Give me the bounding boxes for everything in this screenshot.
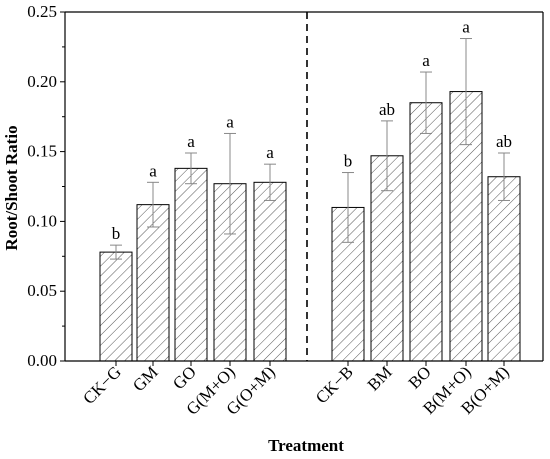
bar-5 [253,181,287,362]
bar-1 [99,251,133,362]
significance-label-6: b [344,152,353,171]
y-tick-label-5: 0.20 [27,72,57,91]
x-tick-label-1: CK−G [79,362,125,408]
significance-label-7: ab [379,100,395,119]
x-tick-label-6: CK−B [312,362,357,407]
bar-8 [409,102,443,362]
significance-label-4: a [226,112,234,131]
significance-label-2: a [149,161,157,180]
y-axis-title: Root/Shoot Ratio [2,125,21,250]
y-tick-label-1: 0.00 [27,351,57,370]
x-tick-label-3: GO [169,362,200,393]
significance-label-3: a [187,132,195,151]
y-tick-label-2: 0.05 [27,281,57,300]
x-tick-label-7: BM [364,362,396,394]
bar-3 [174,167,208,362]
bar-2 [136,204,170,362]
significance-label-5: a [266,143,274,162]
y-tick-label-3: 0.10 [27,211,57,230]
significance-label-10: ab [496,132,512,151]
x-tick-label-2: GM [129,362,162,395]
significance-label-1: b [112,224,121,243]
bar-10 [487,176,521,362]
significance-label-9: a [462,18,470,37]
significance-label-8: a [422,51,430,70]
y-tick-label-4: 0.15 [27,142,57,161]
y-tick-label-6: 0.25 [27,2,57,21]
x-tick-label-8: BO [405,362,435,392]
x-axis-title: Treatment [268,436,344,455]
